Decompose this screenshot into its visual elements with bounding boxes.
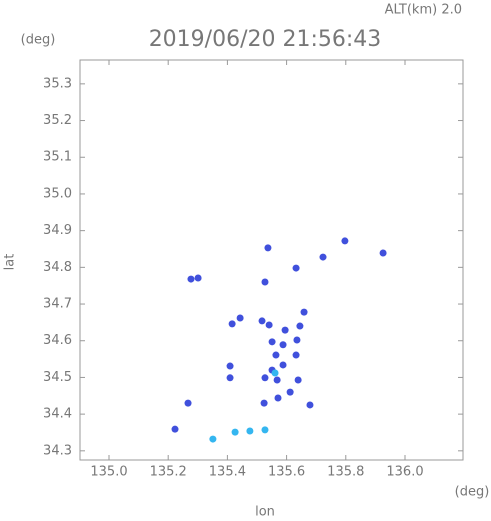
echo-point (184, 399, 192, 407)
echo-point (264, 244, 272, 252)
y-tick-label: 34.9 (43, 223, 72, 238)
echo-point (258, 317, 266, 325)
x-tick-label: 135.2 (150, 465, 187, 480)
echo-point (261, 426, 269, 434)
y-unit: (deg) (21, 33, 56, 48)
echo-point (228, 320, 236, 328)
y-tick-label: 35.3 (43, 76, 72, 91)
echo-point (236, 314, 244, 322)
altitude-label: ALT(km) 2.0 (385, 3, 462, 18)
x-tick-label: 135.0 (90, 465, 127, 480)
echo-point (260, 399, 268, 407)
y-tick-label: 34.5 (43, 370, 72, 385)
echo-point (187, 275, 195, 283)
echo-point (279, 361, 287, 369)
y-tick-label: 34.4 (43, 407, 72, 422)
echo-point (281, 326, 289, 334)
echo-point (379, 249, 387, 257)
echo-point (292, 351, 300, 359)
echo-point (273, 376, 281, 384)
y-tick-label: 35.1 (43, 150, 72, 165)
echo-point (226, 362, 234, 370)
echo-point (294, 376, 302, 384)
echo-point (306, 401, 314, 409)
echo-point (261, 374, 269, 382)
x-tick-label: 135.6 (268, 465, 305, 480)
x-tick-label: 135.4 (209, 465, 246, 480)
echo-point (194, 274, 202, 282)
chart-title: 2019/06/20 21:56:43 (149, 27, 382, 52)
echo-point (226, 374, 234, 382)
echo-point (171, 425, 179, 433)
y-tick-label: 34.7 (43, 297, 72, 312)
y-axis-title: lat (3, 254, 18, 271)
y-tick-label: 34.6 (43, 333, 72, 348)
echo-point (274, 394, 282, 402)
echo-point (261, 278, 269, 286)
y-tick-label: 35.0 (43, 186, 72, 201)
echo-point (246, 427, 254, 435)
x-unit: (deg) (455, 485, 490, 500)
plot-frame (79, 59, 464, 461)
y-tick-label: 35.2 (43, 113, 72, 128)
x-tick-label: 135.8 (327, 465, 364, 480)
echo-point (300, 308, 308, 316)
echo-point (271, 369, 279, 377)
echo-point (319, 253, 327, 261)
echo-point (286, 388, 294, 396)
echo-point (293, 336, 301, 344)
echo-point (268, 338, 276, 346)
echo-point (292, 264, 300, 272)
echo-point (265, 321, 273, 329)
x-tick-label: 136.0 (386, 465, 423, 480)
echo-point (231, 428, 239, 436)
echo-point (341, 237, 349, 245)
echo-point (279, 341, 287, 349)
y-tick-label: 34.3 (43, 443, 72, 458)
echo-point (296, 322, 304, 330)
echo-point (272, 351, 280, 359)
echo-point (209, 435, 217, 443)
y-tick-label: 34.8 (43, 260, 72, 275)
x-axis-title: lon (255, 505, 275, 520)
